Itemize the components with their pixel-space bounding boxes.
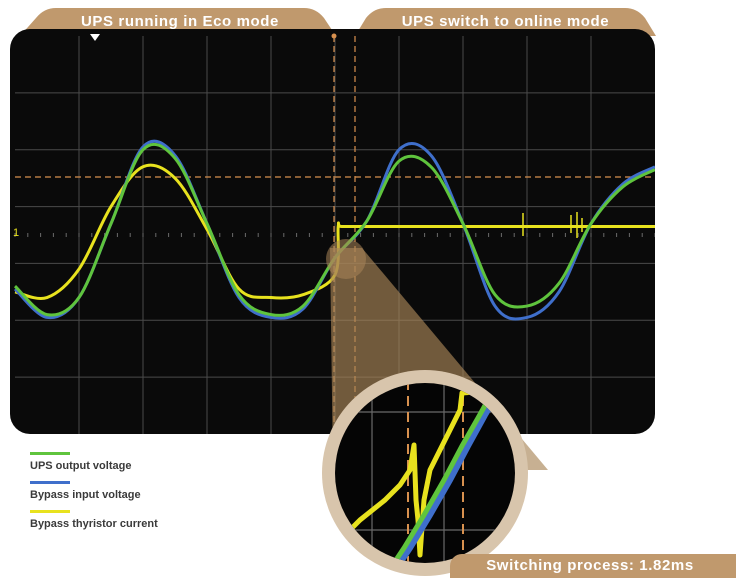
oscilloscope-screen bbox=[10, 29, 655, 434]
zoom-trace-bypass-input bbox=[387, 388, 503, 563]
zoom-focus-circle bbox=[326, 239, 366, 279]
legend-label: Bypass input voltage bbox=[30, 489, 141, 501]
legend-swatch-yellow bbox=[30, 510, 70, 513]
trigger-marker-icon bbox=[90, 34, 100, 41]
online-mode-title: UPS switch to online mode bbox=[401, 13, 610, 30]
channel-1-marker: 1 bbox=[13, 227, 19, 239]
eco-mode-title: UPS running in Eco mode bbox=[81, 13, 279, 30]
legend-swatch-blue bbox=[30, 481, 70, 484]
switching-time-badge: Switching process: 1.82ms bbox=[450, 554, 736, 578]
zoomed-waveforms bbox=[335, 383, 515, 563]
zoom-trace-ups-output bbox=[381, 391, 495, 563]
legend-label: Bypass thyristor current bbox=[30, 518, 158, 530]
legend-swatch-green bbox=[30, 452, 70, 455]
switching-time-label: Switching process: 1.82ms bbox=[486, 557, 694, 574]
legend-label: UPS output voltage bbox=[30, 460, 132, 472]
